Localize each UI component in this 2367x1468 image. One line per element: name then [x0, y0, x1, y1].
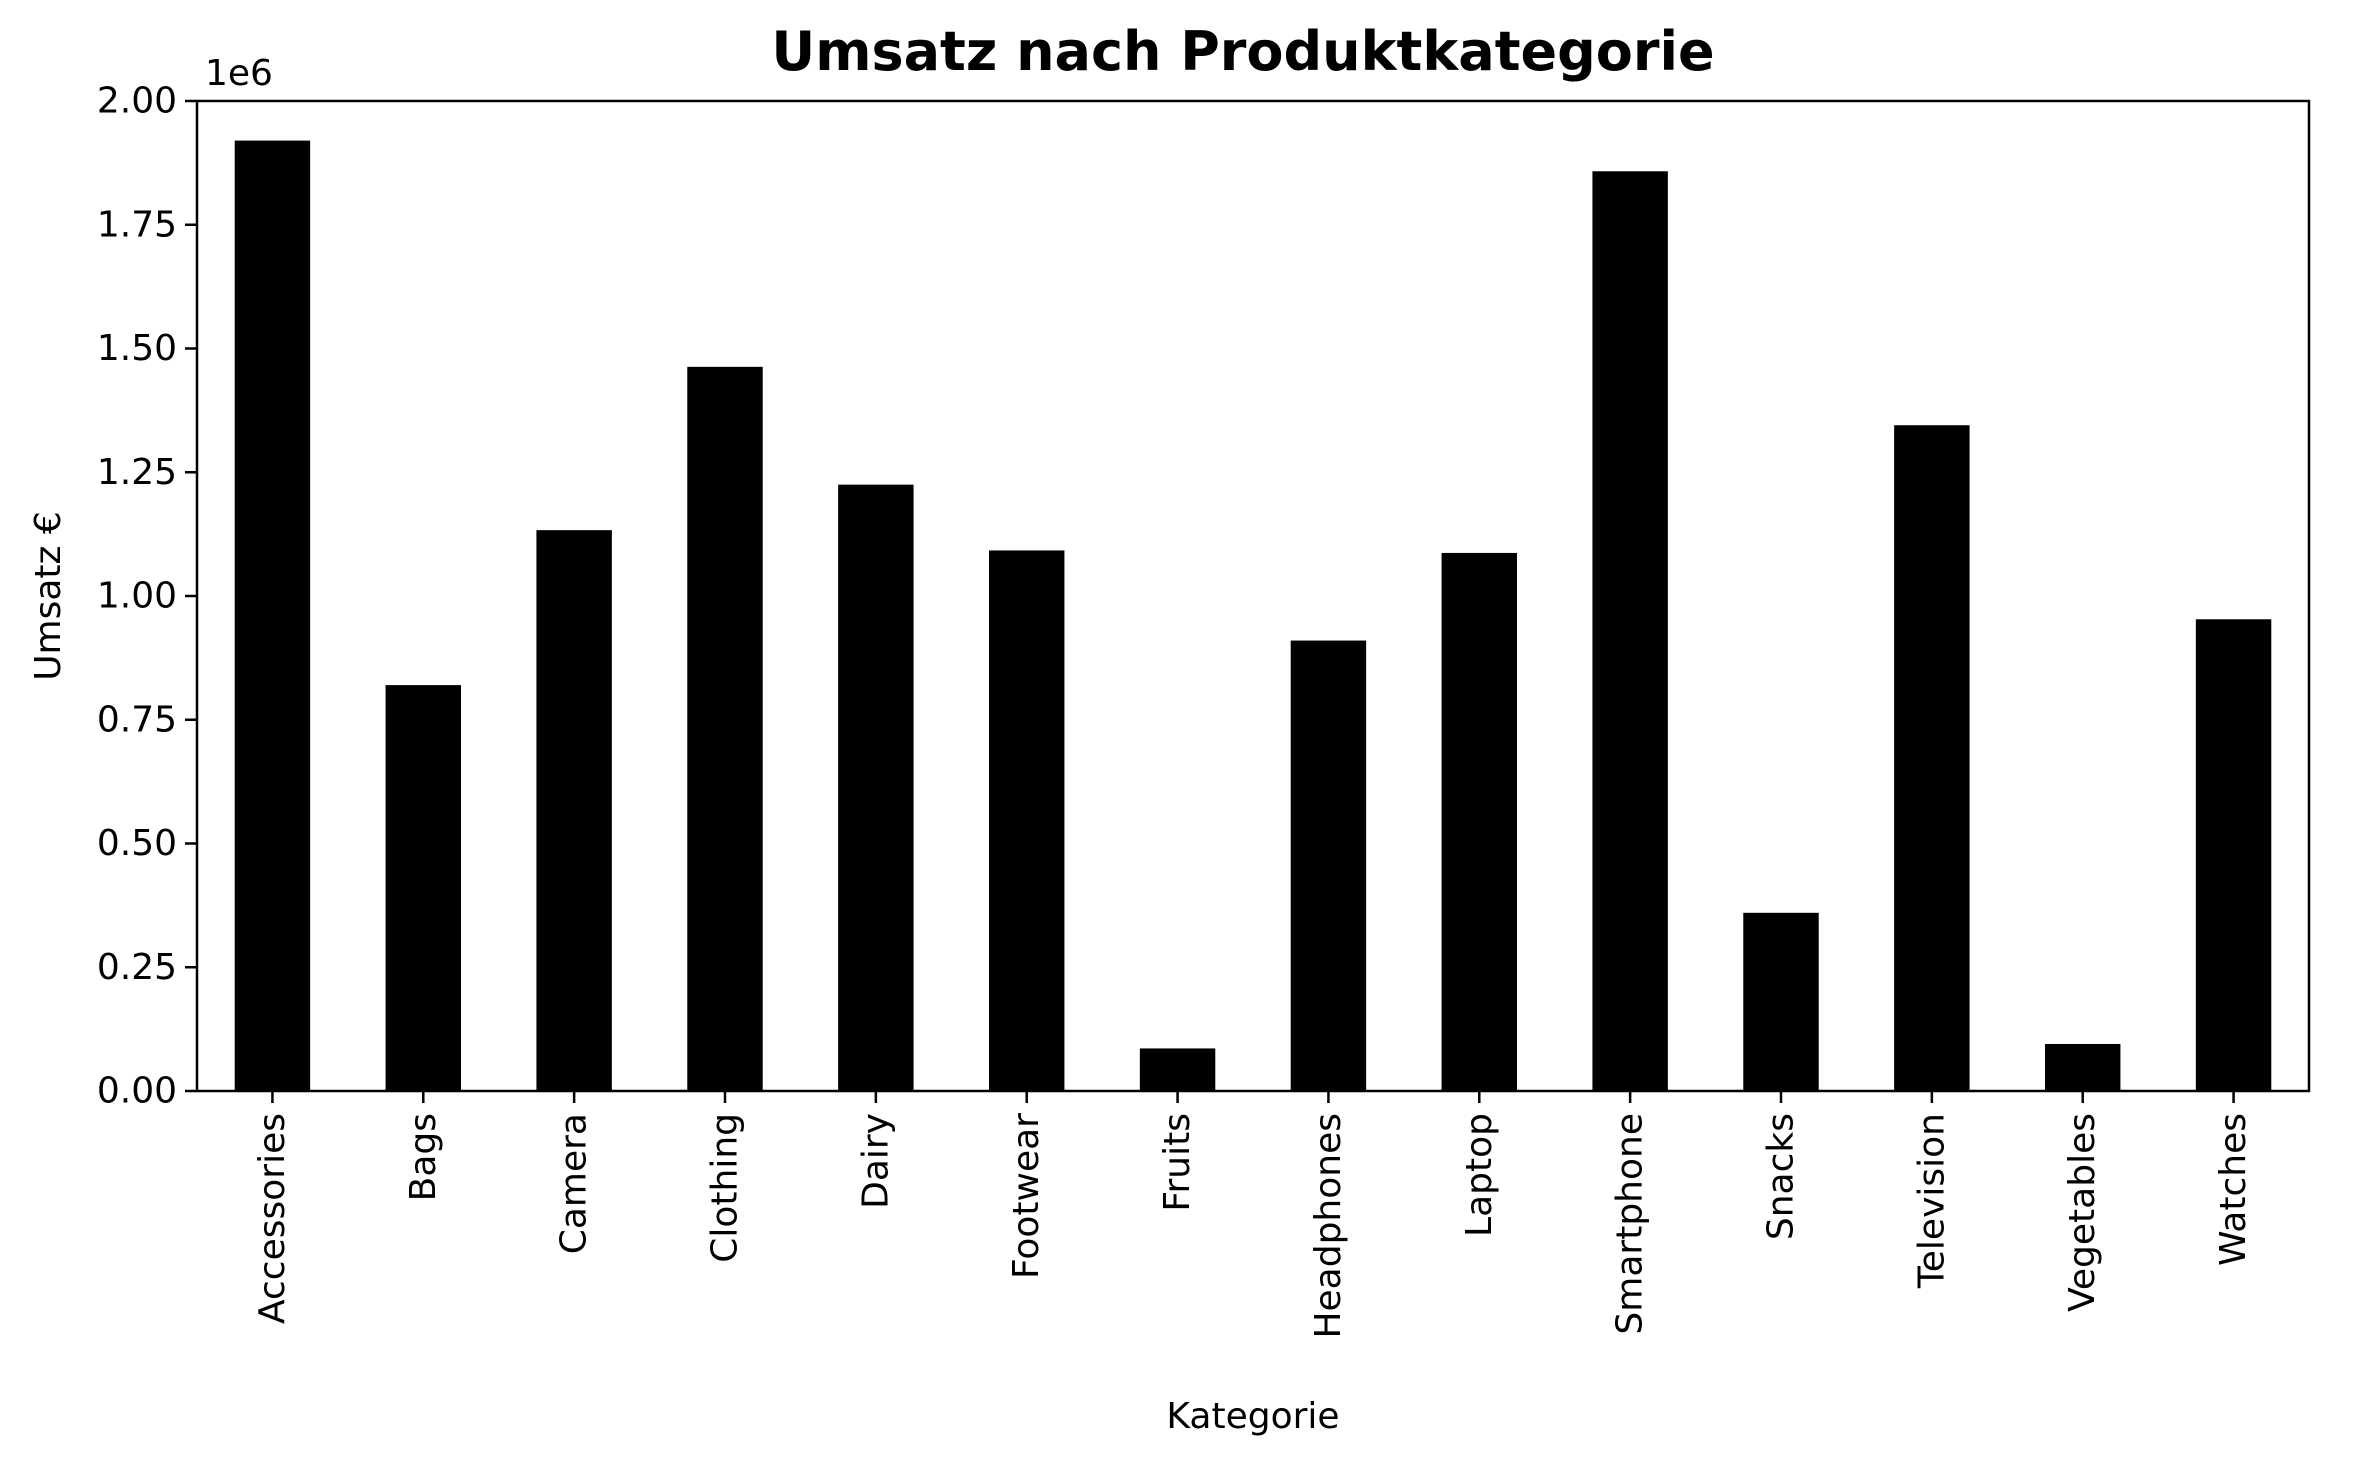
- bar-television: [1894, 425, 1970, 1092]
- x-tick-label: Headphones: [1308, 1113, 1349, 1339]
- bar-camera: [536, 530, 612, 1091]
- x-tick-label: Dairy: [855, 1113, 896, 1209]
- x-tick-label: Watches: [2213, 1113, 2254, 1266]
- bar-laptop: [1441, 552, 1517, 1091]
- y-tick-label: 0.75: [97, 699, 177, 740]
- y-axis-ticks: 0.00 0.25 0.50 0.75 1.00 1.25 1.50 1.75 2.00: [97, 81, 197, 1112]
- x-axis-ticks: Accessories Bags Camera Clothing Dairy Footwe…: [252, 1091, 2254, 1339]
- bar-bags: [385, 685, 461, 1091]
- chart-title: Umsatz nach Produktkategorie: [771, 20, 1714, 83]
- bar-accessories: [234, 140, 311, 1092]
- bar-fruits: [1139, 1048, 1216, 1091]
- x-tick-label: Clothing: [705, 1113, 746, 1263]
- bar-headphones: [1290, 640, 1367, 1091]
- y-axis-label: Umsatz €: [28, 511, 69, 681]
- y-offset-label: 1e6: [205, 53, 273, 94]
- x-tick-label: Camera: [554, 1113, 595, 1254]
- y-tick-label: 1.50: [97, 328, 177, 369]
- x-tick-label: Smartphone: [1610, 1113, 1651, 1335]
- x-tick-label: Vegetables: [2062, 1113, 2103, 1312]
- x-tick-label: Snacks: [1761, 1113, 1802, 1240]
- bar-footwear: [989, 550, 1065, 1091]
- x-tick-label: Laptop: [1459, 1113, 1500, 1237]
- y-tick-label: 0.00: [97, 1071, 177, 1112]
- y-tick-label: 0.25: [97, 947, 177, 988]
- y-tick-label: 0.50: [97, 823, 177, 864]
- y-tick-label: 1.75: [97, 204, 177, 245]
- bar-vegetables: [2045, 1043, 2121, 1091]
- bar-snacks: [1743, 912, 1819, 1091]
- bar-clothing: [687, 366, 763, 1091]
- x-tick-label: Accessories: [252, 1113, 293, 1324]
- x-axis-label: Kategorie: [1166, 1396, 1339, 1437]
- y-tick-label: 1.25: [97, 452, 177, 493]
- bar-watches: [2195, 619, 2272, 1091]
- x-tick-label: Footwear: [1006, 1113, 1047, 1279]
- x-tick-label: Bags: [403, 1113, 444, 1201]
- x-tick-label: Television: [1911, 1113, 1952, 1289]
- x-tick-label: Fruits: [1157, 1113, 1198, 1212]
- bar-dairy: [838, 484, 914, 1091]
- plot-frame: [195, 99, 2311, 1093]
- y-tick-label: 2.00: [97, 81, 177, 122]
- y-tick-label: 1.00: [97, 576, 177, 617]
- bars-group: [234, 140, 2272, 1092]
- bar-smartphone: [1592, 171, 1668, 1092]
